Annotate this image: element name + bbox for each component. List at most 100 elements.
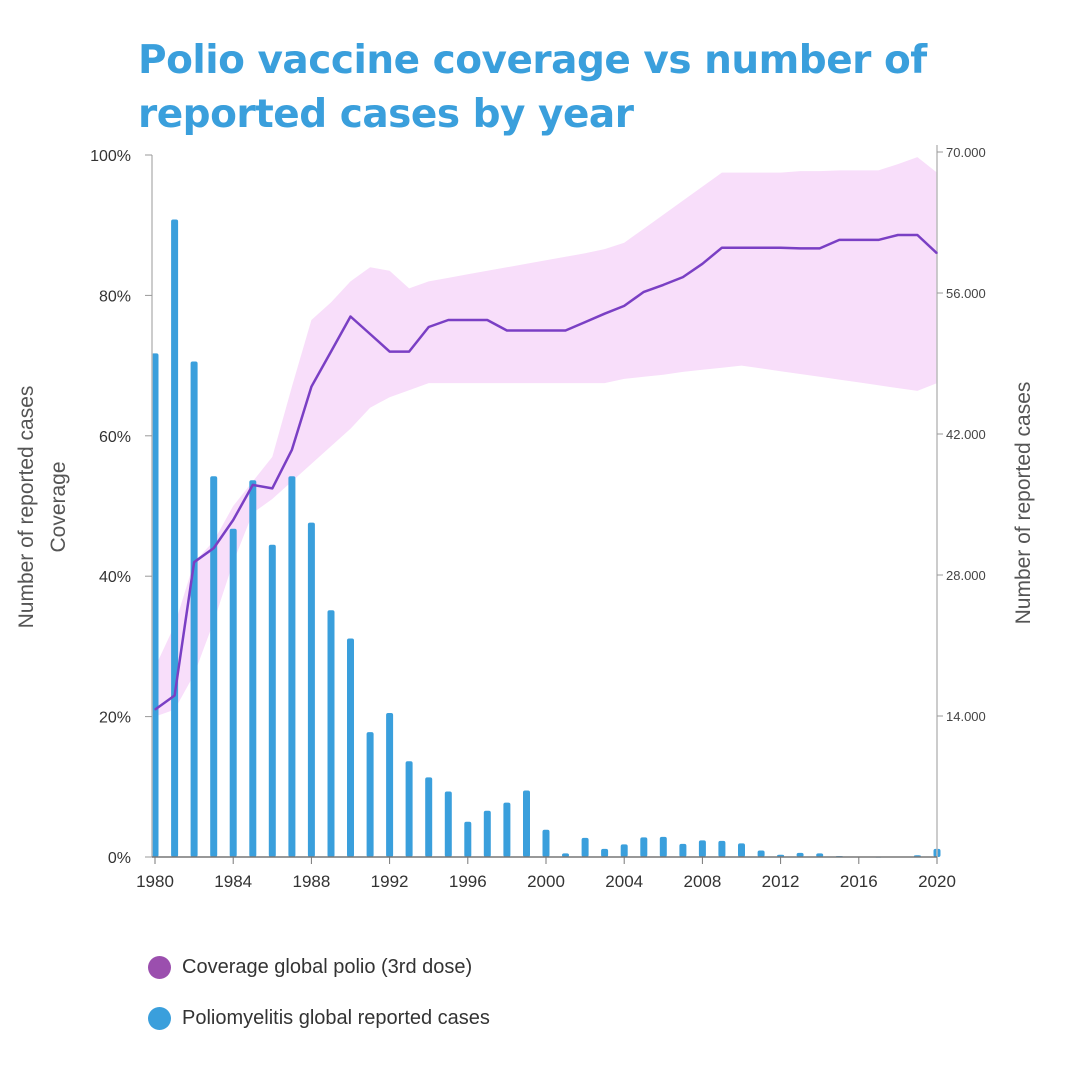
x-tick-label: 2000: [527, 872, 565, 891]
coverage-point-1989: [330, 351, 332, 353]
chart-title: Polio vaccine coverage vs number of repo…: [138, 38, 927, 137]
coverage-point-2009: [721, 247, 723, 249]
coverage-point-2010: [740, 247, 743, 249]
coverage-point-1995: [447, 319, 449, 321]
legend-label-cases: Poliomyelitis global reported cases: [182, 1006, 490, 1029]
cases-bar-2006: [659, 836, 667, 857]
cases-bar-2004: [620, 844, 628, 857]
coverage-point-2007: [682, 276, 684, 278]
coverage-point-1997: [486, 319, 488, 321]
cases-bar-1995: [444, 791, 452, 857]
cases-bar-2001: [562, 853, 569, 857]
cases-bar-1982: [190, 361, 198, 857]
left-tick-label: 40%: [99, 569, 131, 586]
x-tick-label: 1992: [371, 872, 409, 891]
cases-bar-1996: [464, 821, 472, 858]
coverage-point-2001: [564, 329, 567, 332]
x-tick-label: 1988: [292, 872, 330, 891]
cases-bar-1998: [503, 802, 511, 857]
right-axis-title: Number of reported cases: [1012, 382, 1035, 625]
x-tick-label: 1996: [449, 872, 487, 891]
cases-bar-1994: [425, 777, 433, 857]
x-tick-label: 1980: [136, 872, 174, 891]
cases-bar-2011: [757, 850, 765, 857]
x-tick-label: 2020: [918, 872, 956, 891]
cases-bar-1993: [405, 761, 413, 857]
coverage-point-2008: [701, 263, 704, 265]
left-tick-label: 80%: [99, 288, 131, 305]
coverage-point-1983: [213, 547, 215, 549]
coverage-point-2004: [623, 305, 625, 307]
tick-labels: 0% 20% 40% 60% 80% 100% 14.000 28.000 42.000 56.0…: [90, 145, 986, 891]
cases-bar-2008: [698, 840, 706, 857]
x-tick-label: 2012: [762, 872, 800, 891]
x-tick-label: 2008: [683, 872, 721, 891]
cases-bar-2000: [542, 829, 550, 857]
cases-bar-1981: [171, 219, 179, 857]
left-axis-title-line1: Number of reported cases: [15, 386, 38, 629]
left-tick-label: 60%: [99, 429, 131, 446]
coverage-point-2011: [760, 247, 762, 249]
coverage-point-1999: [525, 329, 528, 332]
cases-bar-1997: [483, 810, 491, 857]
cases-bar-2010: [738, 843, 745, 857]
x-tick-label: 1984: [214, 872, 252, 891]
cases-bar-1989: [327, 610, 335, 858]
coverage-point-1986: [271, 487, 273, 489]
cases-bar-1986: [268, 544, 276, 857]
coverage-point-1982: [193, 561, 195, 563]
coverage-point-2013: [799, 247, 801, 249]
coverage-point-1991: [369, 333, 371, 335]
left-tick-label: 100%: [90, 148, 131, 165]
legend-label-coverage: Coverage global polio (3rd dose): [182, 955, 473, 978]
coverage-point-2006: [662, 284, 664, 286]
coverage-point-2017: [877, 239, 880, 241]
coverage-point-1981: [174, 694, 176, 697]
coverage-point-2000: [545, 329, 547, 332]
left-tick-label: 20%: [99, 710, 131, 727]
right-tick-label: 14.000: [946, 709, 986, 724]
x-tick-label: 2004: [605, 872, 643, 891]
coverage-line-group: [154, 233, 938, 711]
coverage-point-1993: [408, 351, 410, 353]
coverage-point-2020: [936, 252, 938, 254]
x-tick-label: 2016: [840, 872, 878, 891]
cases-bar-1983: [210, 476, 218, 857]
coverage-point-1992: [389, 351, 391, 353]
cases-bar-1985: [249, 480, 257, 857]
legend: Coverage global polio (3rd dose) Poliomy…: [148, 952, 490, 1054]
coverage-point-1988: [310, 386, 312, 388]
left-tick-label: 0%: [108, 850, 131, 867]
coverage-point-2002: [584, 321, 586, 323]
cases-bar-2013: [796, 852, 804, 857]
coverage-point-2003: [604, 313, 606, 315]
coverage-point-2019: [916, 234, 919, 236]
right-tick-label: 56.000: [946, 286, 986, 301]
coverage-band-area: [155, 157, 937, 717]
legend-item-coverage: Coverage global polio (3rd dose): [148, 952, 490, 982]
legend-dot-cases-icon: [148, 1006, 171, 1030]
cases-bar-1980: [151, 353, 159, 857]
cases-bar-2014: [816, 853, 824, 857]
right-tick-label: 28.000: [946, 568, 986, 583]
legend-item-cases: Poliomyelitis global reported cases: [148, 1003, 490, 1033]
cases-bar-1990: [347, 638, 354, 857]
coverage-point-1985: [252, 484, 254, 486]
legend-dot-coverage-icon: [148, 955, 171, 979]
coverage-point-1987: [291, 449, 293, 451]
right-tick-label: 70.000: [946, 145, 986, 160]
cases-bar-2002: [581, 837, 589, 857]
cases-bars: [151, 219, 941, 858]
left-axis-title-line2: Coverage: [47, 461, 70, 552]
coverage-point-2018: [897, 234, 899, 236]
cases-bar-1991: [366, 732, 374, 857]
cases-bar-2007: [679, 843, 687, 857]
cases-bar-1999: [523, 790, 530, 857]
cases-bar-1984: [229, 528, 237, 857]
coverage-point-1984: [232, 519, 234, 521]
coverage-point-2015: [838, 239, 840, 241]
cases-bar-2003: [601, 848, 609, 857]
cases-bar-2009: [718, 840, 726, 857]
coverage-point-1994: [428, 326, 430, 328]
